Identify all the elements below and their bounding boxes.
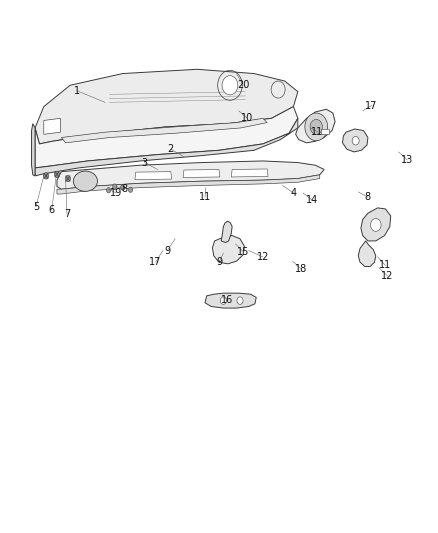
Text: 11: 11 (199, 192, 211, 202)
Text: 17: 17 (149, 257, 162, 267)
Ellipse shape (73, 171, 97, 191)
Text: 7: 7 (64, 209, 70, 219)
Text: 3: 3 (141, 158, 148, 167)
Text: 11: 11 (379, 261, 392, 270)
Polygon shape (231, 169, 268, 177)
Text: 9: 9 (164, 246, 170, 255)
Circle shape (54, 171, 60, 177)
Text: 1: 1 (74, 86, 80, 95)
Text: 16: 16 (221, 295, 233, 304)
Polygon shape (183, 169, 220, 177)
Circle shape (352, 136, 359, 145)
Text: 12: 12 (381, 271, 394, 281)
Text: 11: 11 (311, 127, 324, 136)
Polygon shape (212, 236, 244, 264)
Circle shape (65, 175, 71, 182)
Polygon shape (57, 175, 320, 194)
Text: 14: 14 (306, 195, 318, 205)
Polygon shape (35, 118, 298, 176)
Polygon shape (358, 241, 376, 266)
Polygon shape (35, 69, 298, 144)
Circle shape (220, 297, 226, 304)
Polygon shape (361, 208, 391, 241)
Polygon shape (32, 124, 35, 176)
Circle shape (310, 119, 322, 134)
Polygon shape (57, 161, 324, 189)
Text: 10: 10 (241, 114, 254, 123)
Circle shape (43, 173, 49, 179)
Text: 6: 6 (49, 205, 55, 215)
Text: 8: 8 (122, 184, 128, 194)
Circle shape (305, 113, 328, 141)
Polygon shape (296, 109, 335, 143)
Polygon shape (35, 107, 298, 168)
Polygon shape (135, 172, 172, 180)
Text: 2: 2 (168, 144, 174, 154)
Text: 13: 13 (401, 155, 413, 165)
Text: 4: 4 (290, 188, 297, 198)
Text: 17: 17 (365, 101, 378, 110)
Circle shape (237, 297, 243, 304)
Text: 9: 9 (216, 257, 222, 267)
Polygon shape (61, 118, 267, 143)
Text: 8: 8 (365, 192, 371, 202)
Circle shape (371, 219, 381, 231)
Circle shape (128, 187, 133, 192)
Polygon shape (221, 221, 232, 243)
Circle shape (113, 184, 117, 189)
Circle shape (120, 185, 125, 190)
Polygon shape (205, 293, 256, 308)
Text: 20: 20 (237, 80, 249, 90)
Polygon shape (44, 118, 60, 134)
Text: 15: 15 (237, 247, 249, 256)
FancyBboxPatch shape (321, 129, 329, 134)
Text: 18: 18 (295, 264, 307, 274)
Text: 19: 19 (110, 188, 122, 198)
Circle shape (222, 76, 238, 95)
Circle shape (106, 188, 111, 193)
Text: 5: 5 (33, 202, 39, 212)
Polygon shape (343, 129, 368, 152)
Text: 12: 12 (257, 252, 269, 262)
